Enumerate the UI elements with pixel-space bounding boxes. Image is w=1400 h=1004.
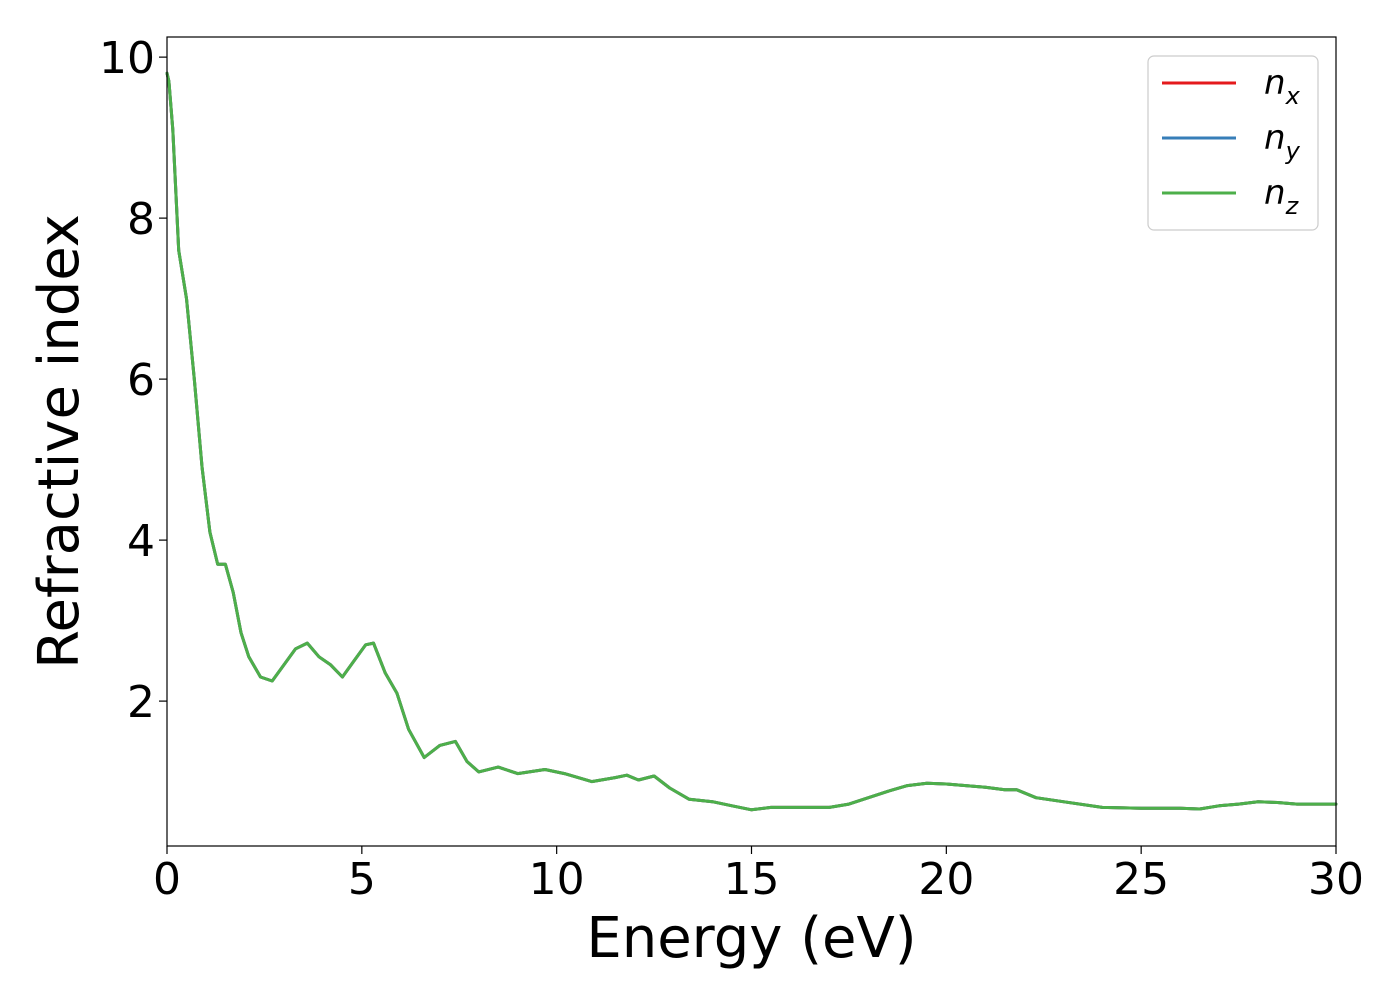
series-line-n_z xyxy=(165,71,1338,812)
x-tick-label: 25 xyxy=(1113,854,1169,905)
y-tick-label: 10 xyxy=(99,33,155,84)
x-tick-label: 15 xyxy=(724,854,780,905)
y-tick-label: 4 xyxy=(127,516,155,567)
legend-box xyxy=(1147,55,1319,231)
series-layer xyxy=(165,71,1338,812)
x-axis-label: Energy (eV) xyxy=(586,906,916,971)
y-tick-label: 6 xyxy=(127,355,155,406)
x-tick-label: 10 xyxy=(529,854,585,905)
y-axis-label: Refractive index xyxy=(27,214,92,669)
x-tick-label: 0 xyxy=(153,854,181,905)
legend-label-nz: nz xyxy=(1264,173,1300,220)
x-tick-label: 20 xyxy=(918,854,974,905)
x-tick-label: 30 xyxy=(1308,854,1364,905)
y-tick-label: 2 xyxy=(127,677,155,728)
x-tick-label: 5 xyxy=(348,854,376,905)
y-tick-label: 8 xyxy=(127,194,155,245)
